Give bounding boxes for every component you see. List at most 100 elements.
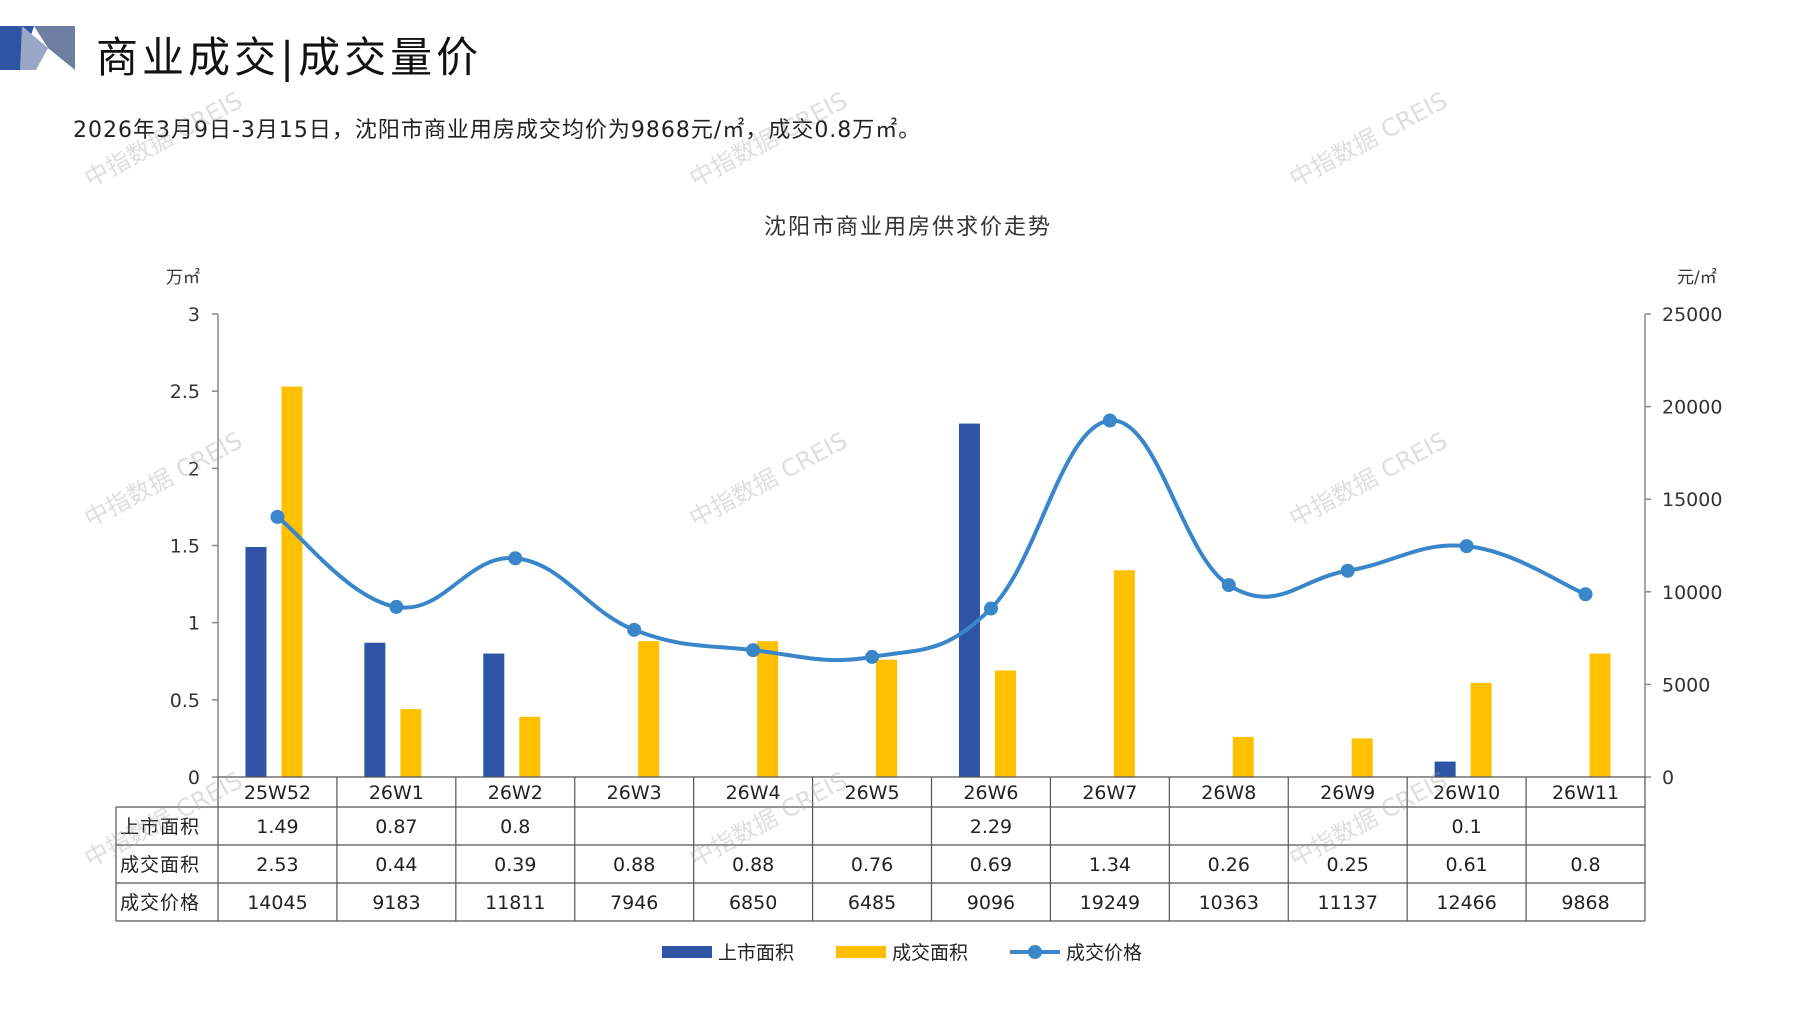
price-point [865,649,880,664]
table-cell-value: 0.69 [970,854,1012,876]
table-cell-value: 6850 [729,892,777,914]
price-point [746,643,761,658]
table-row-header: 成交面积 [120,854,200,876]
table-cell-value: 9868 [1561,892,1609,914]
right-tick-label: 5000 [1662,674,1710,696]
table-cell-value: 0.8 [1570,854,1600,876]
supply-bar [958,423,980,777]
legend-label-deal-area: 成交面积 [892,942,968,964]
page-title: 商业成交|成交量价 [96,33,483,82]
table-cell-value: 7946 [610,892,658,914]
category-label: 26W7 [1082,782,1137,804]
table-cell-value: 0.39 [494,854,536,876]
table-cell-value: 11137 [1317,892,1377,914]
supply-bar [364,642,386,777]
left-tick-label: 2 [188,458,200,480]
table-cell-value: 0.76 [851,854,893,876]
legend-swatch-supply [662,946,712,958]
category-label: 26W4 [726,782,781,804]
right-tick-label: 10000 [1662,582,1722,604]
deal-area-bar [1470,682,1492,777]
chart-title: 沈阳市商业用房供求价走势 [764,215,1052,240]
table-cell-value: 9183 [372,892,420,914]
deal-area-bar [281,386,303,777]
table-cell-value: 0.26 [1208,854,1250,876]
summary-text: 2026年3月9日-3月15日，沈阳市商业用房成交均价为9868元/㎡，成交0.… [73,118,922,143]
brand-logo [0,26,75,70]
table-cell-value: 0.1 [1452,816,1482,838]
left-tick-label: 1.5 [170,536,200,558]
deal-area-bar [1589,653,1611,777]
price-point [1340,563,1355,578]
category-label: 26W2 [488,782,543,804]
price-point [983,601,998,616]
category-label: 26W5 [845,782,900,804]
table-cell-value: 0.44 [375,854,417,876]
table-row-header: 上市面积 [120,816,200,838]
price-point [627,622,642,637]
legend-swatch-deal-area [836,946,886,958]
table-row-header: 成交价格 [120,892,200,914]
left-tick-label: 2.5 [170,381,200,403]
category-label: 26W6 [963,782,1018,804]
table-cell-value: 0.8 [500,816,530,838]
table-cell-value: 0.88 [732,854,774,876]
table-cell-value: 10363 [1199,892,1259,914]
supply-bar [245,547,267,777]
category-label: 26W10 [1433,782,1500,804]
legend-label-price: 成交价格 [1066,942,1142,964]
deal-area-bar [1232,736,1254,777]
price-point [270,509,285,524]
price-point [1459,539,1474,554]
price-point [1578,587,1593,602]
table-cell-value: 0.87 [375,816,417,838]
table-cell-value: 11811 [485,892,545,914]
category-label: 25W52 [244,782,311,804]
deal-area-bar [757,641,779,777]
table-cell-value: 2.29 [970,816,1012,838]
table-cell-value: 19249 [1080,892,1140,914]
left-axis-unit: 万㎡ [166,268,200,288]
category-label: 26W9 [1320,782,1375,804]
table-cell-value: 12466 [1436,892,1496,914]
deal-area-bar [400,709,422,777]
price-point [389,599,404,614]
category-label: 26W3 [607,782,662,804]
deal-area-bar [876,659,898,777]
right-tick-label: 0 [1662,767,1674,789]
category-label: 26W11 [1552,782,1619,804]
supply-bar [483,653,505,777]
right-tick-label: 25000 [1662,304,1722,326]
table-cell-value: 0.61 [1445,854,1487,876]
table-cell-value: 0.25 [1327,854,1369,876]
category-label: 26W1 [369,782,424,804]
table-cell-value: 1.34 [1089,854,1131,876]
legend-swatch-price-point [1028,945,1042,959]
table-cell-value: 2.53 [256,854,298,876]
table-cell-value: 1.49 [256,816,298,838]
price-point [508,551,523,566]
right-tick-label: 15000 [1662,489,1722,511]
price-line [276,418,1587,663]
deal-area-bar [994,670,1016,777]
right-axis-unit: 元/㎡ [1677,268,1717,288]
left-tick-label: 3 [188,304,200,326]
table-cell-value: 0.88 [613,854,655,876]
right-tick-label: 20000 [1662,397,1722,419]
price-point [1102,413,1117,428]
deal-area-bar [1113,570,1135,777]
left-tick-label: 0.5 [170,690,200,712]
table-cell-value: 9096 [967,892,1015,914]
deal-area-bar [638,641,660,777]
supply-bar [1434,761,1456,777]
table-cell-value: 6485 [848,892,896,914]
table-cell-value: 14045 [247,892,307,914]
page-header: 商业成交|成交量价 [0,20,1797,82]
legend-label-supply: 上市面积 [718,942,794,964]
category-label: 26W8 [1201,782,1256,804]
left-tick-label: 1 [188,613,200,635]
deal-area-bar [1351,738,1373,777]
price-point [1221,578,1236,593]
deal-area-bar [519,716,541,777]
